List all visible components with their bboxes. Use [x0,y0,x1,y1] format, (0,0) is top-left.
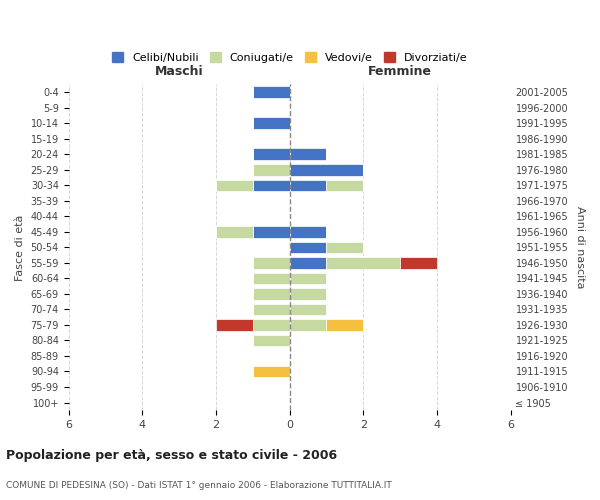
Bar [253,148,290,160]
Bar [253,86,290,98]
Legend: Celibi/Nubili, Coniugati/e, Vedovi/e, Divorziati/e: Celibi/Nubili, Coniugati/e, Vedovi/e, Di… [107,48,472,68]
Bar [290,242,326,253]
Bar [253,319,290,331]
Bar [253,180,290,191]
Bar [253,226,290,237]
Text: Maschi: Maschi [155,65,203,78]
Bar [290,257,326,268]
Bar [253,118,290,129]
Bar [290,226,326,237]
Bar [326,242,363,253]
Bar [290,180,326,191]
Bar [253,272,290,284]
Text: Popolazione per età, sesso e stato civile - 2006: Popolazione per età, sesso e stato civil… [6,450,337,462]
Bar [290,304,326,316]
Bar [290,319,326,331]
Bar [290,288,326,300]
Bar [253,304,290,316]
Bar [253,288,290,300]
Bar [216,319,253,331]
Y-axis label: Fasce di età: Fasce di età [15,214,25,280]
Bar [326,319,363,331]
Bar [253,164,290,175]
Bar [253,334,290,346]
Bar [216,180,253,191]
Bar [400,257,437,268]
Bar [326,180,363,191]
Text: COMUNE DI PEDESINA (SO) - Dati ISTAT 1° gennaio 2006 - Elaborazione TUTTITALIA.I: COMUNE DI PEDESINA (SO) - Dati ISTAT 1° … [6,481,392,490]
Bar [290,148,326,160]
Bar [290,164,363,175]
Bar [290,272,326,284]
Bar [326,257,400,268]
Bar [216,226,253,237]
Bar [253,366,290,378]
Text: Femmine: Femmine [368,65,432,78]
Y-axis label: Anni di nascita: Anni di nascita [575,206,585,288]
Bar [253,257,290,268]
